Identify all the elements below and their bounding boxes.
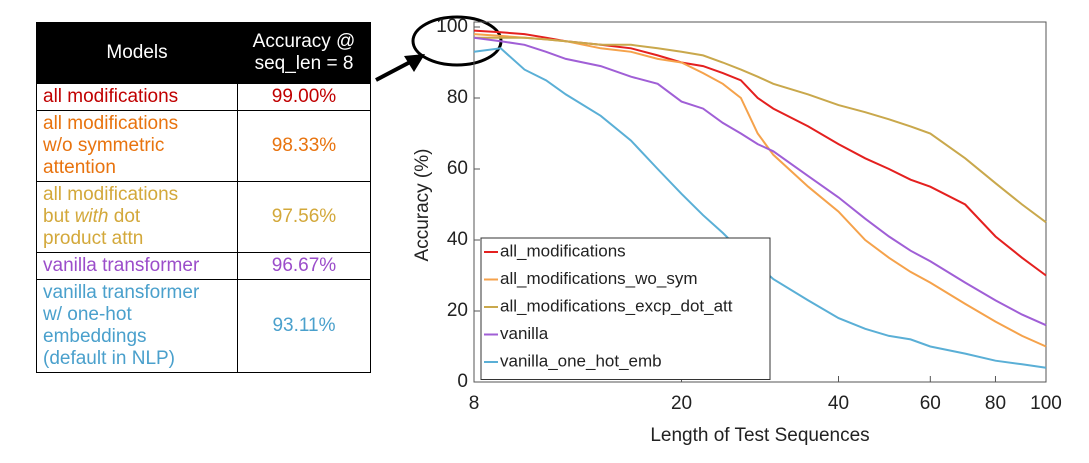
model-line: embeddings xyxy=(43,326,231,348)
model-text: embeddings xyxy=(43,326,147,347)
model-text: (default in NLP) xyxy=(43,348,176,369)
legend-label: vanilla xyxy=(500,324,549,343)
model-cell: all modifications xyxy=(36,83,238,111)
model-line: all modifications xyxy=(43,184,231,206)
series-line xyxy=(474,36,1047,224)
x-axis-label: Length of Test Sequences xyxy=(650,425,869,446)
y-tick-label: 20 xyxy=(447,300,468,321)
header-text: Accuracy @ xyxy=(252,31,356,52)
model-line: but with dot xyxy=(43,206,231,228)
x-tick-label: 20 xyxy=(671,393,692,414)
model-text: with xyxy=(74,206,109,227)
model-text: all modifications xyxy=(43,184,179,205)
table-row: all modifications w/o symmetric attention 9… xyxy=(36,110,371,182)
model-line: vanilla transformer xyxy=(43,255,231,277)
model-text: vanilla transformer xyxy=(43,255,200,276)
x-tick-label: 40 xyxy=(828,393,849,414)
model-line: (default in NLP) xyxy=(43,348,231,370)
y-tick-label: 60 xyxy=(447,158,468,179)
accuracy-text: 96.67% xyxy=(271,255,337,276)
accuracy-text: 97.56% xyxy=(271,206,337,227)
model-text: w/o symmetric xyxy=(43,135,165,156)
y-tick-label: 80 xyxy=(447,87,468,108)
header-cell: Accuracy @ seq_len = 8 xyxy=(237,22,371,84)
legend-label: vanilla_one_hot_emb xyxy=(500,351,662,370)
legend-label: all_modifications xyxy=(500,241,626,260)
model-text: but xyxy=(43,206,70,227)
x-tick-label: 8 xyxy=(469,393,480,414)
model-line: all modifications xyxy=(43,113,231,135)
model-line: all modifications xyxy=(43,86,231,108)
accuracy-cell: 93.11% xyxy=(237,279,371,373)
model-cell: vanilla transformer xyxy=(36,252,238,280)
arrow-head xyxy=(404,54,425,72)
model-text: vanilla transformer xyxy=(43,282,200,303)
legend-label: all_modifications_wo_sym xyxy=(500,269,697,288)
accuracy-text: 99.00% xyxy=(271,86,337,107)
accuracy-text: 93.11% xyxy=(272,315,336,336)
header-cell: Models xyxy=(36,22,238,84)
model-cell: vanilla transformer w/ one-hot embeddings(… xyxy=(36,279,238,373)
header-text: seq_len = 8 xyxy=(254,53,354,74)
model-text: attention xyxy=(43,157,116,178)
plot-frame xyxy=(473,21,1047,383)
y-tick-label: 40 xyxy=(447,229,468,250)
header-row: Models Accuracy @ seq_len = 8 xyxy=(36,22,371,84)
model-line: attention xyxy=(43,157,231,179)
x-tick-label: 60 xyxy=(920,393,941,414)
accuracy-cell: 98.33% xyxy=(237,110,371,182)
model-line: product attn xyxy=(43,228,231,250)
legend-label: all_modifications_excp_dot_att xyxy=(500,296,733,315)
x-tick-label: 80 xyxy=(985,393,1006,414)
arrow xyxy=(375,58,415,82)
accuracy-cell: 97.56% xyxy=(237,181,371,253)
legend-box xyxy=(480,237,771,380)
y-axis-label: Accuracy (%) xyxy=(412,149,433,262)
model-text: all modifications xyxy=(43,86,179,107)
model-text: dot xyxy=(113,206,141,227)
table-body: all modifications 99.00% all modifications… xyxy=(36,83,371,373)
model-text: product attn xyxy=(43,228,144,249)
header-text: Models xyxy=(106,42,168,63)
accuracy-text: 98.33% xyxy=(271,135,337,156)
model-text: w/ one-hot xyxy=(43,304,132,325)
model-cell: all modifications w/o symmetric attention xyxy=(36,110,238,182)
table-row: all modifications but with dot product att… xyxy=(36,181,371,253)
table-row: all modifications 99.00% xyxy=(36,83,371,111)
model-line: vanilla transformer xyxy=(43,282,231,304)
series-line xyxy=(473,36,1047,327)
model-line: w/o symmetric xyxy=(43,135,231,157)
y-tick-label: 0 xyxy=(457,371,468,392)
model-text: all modifications xyxy=(43,113,179,134)
table-row: vanilla transformer w/ one-hot embeddings(… xyxy=(36,279,371,373)
x-tick-label: 100 xyxy=(1030,393,1062,414)
results-table: Models Accuracy @ seq_len = 8 all modific… xyxy=(36,22,371,373)
model-line: w/ one-hot xyxy=(43,304,231,326)
y-tick-label: 100 xyxy=(436,16,468,37)
model-cell: all modifications but with dot product att… xyxy=(36,181,238,253)
